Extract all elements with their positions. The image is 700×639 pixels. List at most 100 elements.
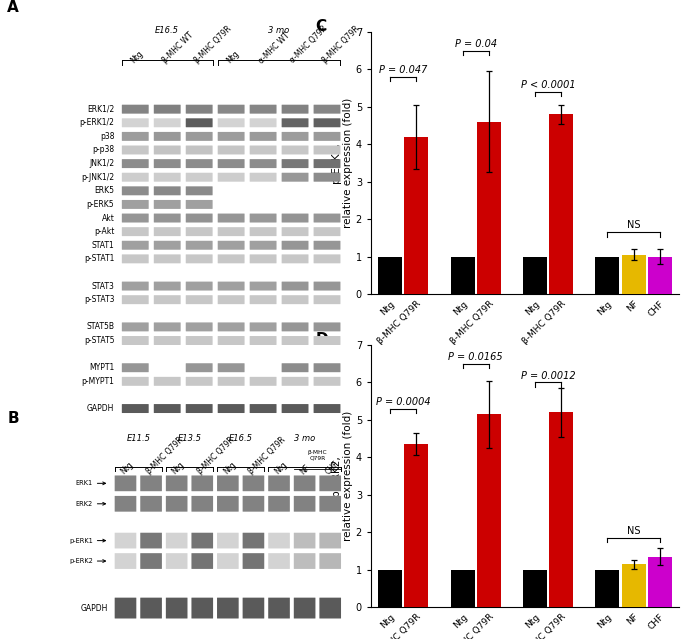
- FancyBboxPatch shape: [186, 336, 213, 345]
- FancyBboxPatch shape: [191, 496, 213, 512]
- FancyBboxPatch shape: [122, 377, 148, 386]
- Text: Akt: Akt: [102, 213, 114, 222]
- Text: D: D: [316, 332, 328, 347]
- FancyBboxPatch shape: [250, 118, 276, 127]
- FancyBboxPatch shape: [186, 282, 213, 291]
- FancyBboxPatch shape: [268, 533, 290, 548]
- Text: GAPDH: GAPDH: [87, 404, 114, 413]
- FancyBboxPatch shape: [281, 363, 309, 372]
- FancyBboxPatch shape: [186, 200, 213, 209]
- Text: p-STAT3: p-STAT3: [84, 295, 114, 304]
- FancyBboxPatch shape: [268, 496, 290, 512]
- FancyBboxPatch shape: [281, 146, 309, 155]
- FancyBboxPatch shape: [250, 295, 276, 304]
- FancyBboxPatch shape: [314, 254, 340, 263]
- FancyBboxPatch shape: [314, 118, 340, 127]
- FancyBboxPatch shape: [218, 336, 244, 345]
- FancyBboxPatch shape: [314, 213, 340, 222]
- Bar: [549, 412, 573, 607]
- Bar: [405, 137, 428, 294]
- FancyBboxPatch shape: [281, 377, 309, 386]
- FancyBboxPatch shape: [314, 241, 340, 250]
- FancyBboxPatch shape: [281, 132, 309, 141]
- FancyBboxPatch shape: [122, 404, 148, 413]
- Bar: [451, 569, 475, 607]
- FancyBboxPatch shape: [250, 254, 276, 263]
- Text: E16.5: E16.5: [533, 383, 563, 393]
- FancyBboxPatch shape: [250, 105, 276, 114]
- FancyBboxPatch shape: [314, 336, 340, 345]
- FancyBboxPatch shape: [122, 118, 148, 127]
- FancyBboxPatch shape: [122, 173, 148, 181]
- FancyBboxPatch shape: [217, 533, 239, 548]
- FancyBboxPatch shape: [250, 377, 276, 386]
- FancyBboxPatch shape: [122, 254, 148, 263]
- FancyBboxPatch shape: [186, 132, 213, 141]
- FancyBboxPatch shape: [218, 159, 244, 168]
- FancyBboxPatch shape: [243, 553, 265, 569]
- Bar: [622, 564, 645, 607]
- Text: A: A: [8, 0, 19, 15]
- Text: E13.5: E13.5: [178, 435, 202, 443]
- FancyBboxPatch shape: [122, 105, 148, 114]
- FancyBboxPatch shape: [154, 173, 181, 181]
- FancyBboxPatch shape: [166, 475, 188, 491]
- FancyBboxPatch shape: [268, 597, 290, 619]
- FancyBboxPatch shape: [166, 496, 188, 512]
- FancyBboxPatch shape: [186, 213, 213, 222]
- FancyBboxPatch shape: [140, 553, 162, 569]
- FancyBboxPatch shape: [250, 404, 276, 413]
- FancyBboxPatch shape: [166, 553, 188, 569]
- Text: ERK2: ERK2: [76, 501, 93, 507]
- FancyBboxPatch shape: [154, 187, 181, 196]
- Text: p-MYPT1: p-MYPT1: [81, 377, 114, 386]
- FancyBboxPatch shape: [281, 213, 309, 222]
- Text: β-MHC WT: β-MHC WT: [161, 31, 195, 65]
- Text: Ntg: Ntg: [273, 460, 289, 476]
- Text: NF: NF: [298, 463, 312, 476]
- Text: β-MHC Q79R: β-MHC Q79R: [145, 436, 186, 476]
- FancyBboxPatch shape: [294, 597, 316, 619]
- FancyBboxPatch shape: [154, 227, 181, 236]
- FancyBboxPatch shape: [122, 336, 148, 345]
- FancyBboxPatch shape: [281, 159, 309, 168]
- FancyBboxPatch shape: [154, 282, 181, 291]
- FancyBboxPatch shape: [191, 553, 213, 569]
- FancyBboxPatch shape: [294, 496, 316, 512]
- FancyBboxPatch shape: [243, 597, 265, 619]
- Text: E11.5: E11.5: [126, 435, 150, 443]
- FancyBboxPatch shape: [250, 146, 276, 155]
- FancyBboxPatch shape: [186, 404, 213, 413]
- FancyBboxPatch shape: [281, 336, 309, 345]
- Bar: [596, 569, 620, 607]
- Text: STAT3: STAT3: [92, 282, 114, 291]
- FancyBboxPatch shape: [314, 295, 340, 304]
- FancyBboxPatch shape: [281, 295, 309, 304]
- Text: β-MHC
Q79R: β-MHC Q79R: [307, 450, 327, 461]
- FancyBboxPatch shape: [281, 227, 309, 236]
- Text: Ntg: Ntg: [221, 460, 237, 476]
- FancyBboxPatch shape: [294, 533, 316, 548]
- FancyBboxPatch shape: [217, 496, 239, 512]
- Text: 3 mo: 3 mo: [269, 26, 290, 35]
- Bar: [648, 557, 672, 607]
- Text: B: B: [8, 411, 19, 426]
- FancyBboxPatch shape: [218, 377, 244, 386]
- FancyBboxPatch shape: [154, 200, 181, 209]
- Text: 3 mo: 3 mo: [294, 435, 315, 443]
- FancyBboxPatch shape: [218, 363, 244, 372]
- FancyBboxPatch shape: [314, 404, 340, 413]
- Text: ERK5: ERK5: [94, 187, 114, 196]
- FancyBboxPatch shape: [281, 173, 309, 181]
- Text: β-MHC Q79R: β-MHC Q79R: [618, 443, 676, 452]
- FancyBboxPatch shape: [115, 597, 136, 619]
- Text: E16.5: E16.5: [155, 26, 179, 35]
- FancyBboxPatch shape: [268, 475, 290, 491]
- Text: p-ERK5: p-ERK5: [87, 200, 114, 209]
- FancyBboxPatch shape: [314, 132, 340, 141]
- FancyBboxPatch shape: [250, 282, 276, 291]
- Text: P = 0.0012: P = 0.0012: [521, 371, 575, 381]
- FancyBboxPatch shape: [314, 363, 340, 372]
- Text: p-JNK1/2: p-JNK1/2: [81, 173, 114, 181]
- FancyBboxPatch shape: [218, 404, 244, 413]
